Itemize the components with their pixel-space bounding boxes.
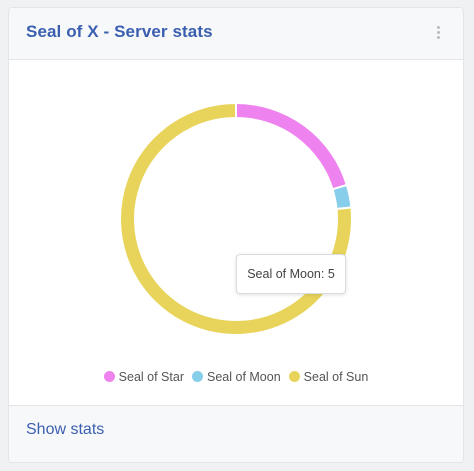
server-stats-card: Seal of X - Server stats Seal of Moon: 5… [8, 7, 464, 463]
chart-area: Seal of Moon: 5 Seal of Star Seal of Moon… [9, 60, 463, 406]
card-title: Seal of X - Server stats [26, 22, 213, 41]
card-header: Seal of X - Server stats [9, 8, 463, 60]
chart-legend: Seal of Star Seal of Moon Seal of Sun [9, 370, 463, 384]
legend-swatch [288, 371, 300, 382]
card-footer: Show stats [9, 405, 463, 462]
legend-item-seal-of-sun[interactable]: Seal of Sun [288, 370, 369, 384]
donut-slice-seal-of-moon[interactable] [331, 183, 353, 211]
donut-chart [119, 101, 353, 336]
donut-slice-seal-of-star[interactable] [235, 101, 349, 191]
legend-label: Seal of Moon [207, 370, 281, 384]
donut-slice-seal-of-sun[interactable] [119, 101, 353, 336]
kebab-menu-icon[interactable] [435, 26, 441, 42]
chart-tooltip: Seal of Moon: 5 [236, 254, 346, 294]
legend-item-seal-of-moon[interactable]: Seal of Moon [192, 370, 281, 384]
show-stats-link[interactable]: Show stats [26, 421, 105, 438]
legend-label: Seal of Sun [303, 370, 369, 384]
legend-label: Seal of Star [118, 370, 184, 384]
legend-swatch [103, 371, 115, 382]
legend-swatch [192, 371, 203, 382]
legend-item-seal-of-star[interactable]: Seal of Star [103, 370, 184, 384]
